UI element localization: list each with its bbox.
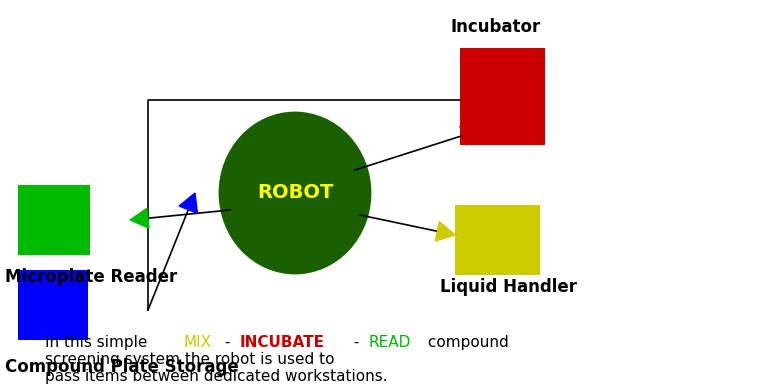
Text: Incubator: Incubator	[450, 18, 540, 36]
Text: compound: compound	[424, 335, 509, 350]
Text: Compound Plate Storage: Compound Plate Storage	[5, 358, 239, 376]
Text: MIX: MIX	[183, 335, 212, 350]
Polygon shape	[460, 126, 480, 145]
Text: In this simple: In this simple	[45, 335, 152, 350]
Polygon shape	[130, 208, 149, 228]
Text: INCUBATE: INCUBATE	[240, 335, 325, 350]
Polygon shape	[435, 222, 455, 241]
Text: ROBOT: ROBOT	[257, 183, 333, 202]
Bar	[18, 185, 90, 255]
Text: pass items between dedicated workstations.: pass items between dedicated workstation…	[45, 369, 387, 384]
Bar	[18, 270, 88, 340]
Text: screening system the robot is used to: screening system the robot is used to	[45, 352, 335, 367]
Text: -: -	[349, 335, 364, 350]
Text: Microplate Reader: Microplate Reader	[5, 268, 177, 286]
Ellipse shape	[220, 113, 370, 273]
Bar	[455, 205, 540, 275]
Bar	[460, 48, 545, 145]
Text: READ: READ	[369, 335, 411, 350]
Text: -: -	[220, 335, 235, 350]
Polygon shape	[179, 193, 197, 213]
Text: Liquid Handler: Liquid Handler	[440, 278, 577, 296]
